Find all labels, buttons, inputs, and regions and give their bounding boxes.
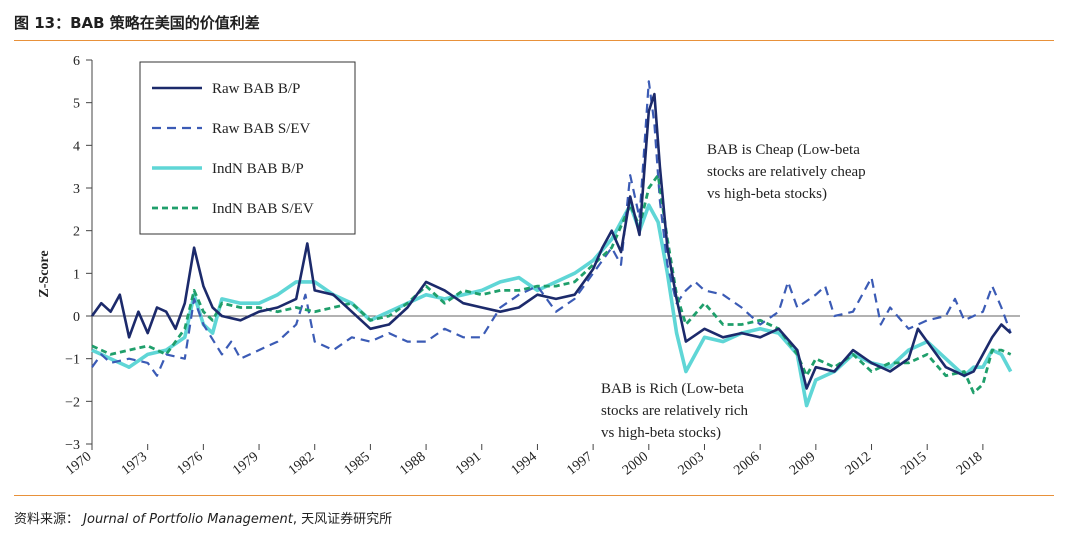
x-tick-label: 1985 [342, 449, 373, 478]
y-tick-label: −2 [65, 395, 80, 410]
x-tick-label: 1982 [286, 449, 317, 478]
annotation-line: vs high-beta stocks) [601, 425, 721, 441]
series-lines [90, 80, 1013, 408]
x-tick-label: 2012 [843, 449, 874, 478]
annotation-line: BAB is Cheap (Low-beta [707, 142, 860, 158]
x-tick-label: 1991 [453, 449, 484, 478]
x-axis-ticks: 1970 1973 1976 1979 1982 1985 1988 1991 1994 1997… [63, 444, 985, 478]
legend-label: Raw BAB B/P [212, 81, 300, 97]
source-note: 资料来源： Journal of Portfolio Management, 天… [14, 508, 392, 527]
annotation-line: stocks are relatively rich [601, 403, 749, 419]
series-line-raw-bab-b-p [90, 92, 1012, 390]
annotation-line: BAB is Rich (Low-beta [601, 381, 744, 397]
annotation-line: stocks are relatively cheap [707, 164, 866, 180]
top-divider [14, 40, 1054, 41]
x-tick-label: 1994 [509, 449, 540, 478]
y-axis-label: Z-Score [37, 250, 52, 297]
y-tick-label: −1 [65, 353, 80, 368]
y-tick-label: 6 [73, 54, 80, 69]
x-tick-label: 1976 [175, 449, 206, 478]
source-org: 天风证券研究所 [301, 512, 393, 527]
y-axis-ticks: −3 −2 −1 0 1 2 3 4 5 6 [65, 54, 92, 453]
legend-label: Raw BAB S/EV [212, 121, 311, 137]
x-tick-label: 2018 [954, 449, 985, 478]
x-tick-label: 1997 [564, 449, 595, 478]
y-tick-label: 5 [73, 97, 80, 112]
y-tick-label: 4 [73, 139, 80, 154]
x-tick-label: 2000 [620, 449, 651, 478]
legend-label: IndN BAB B/P [212, 161, 304, 177]
x-tick-label: 1988 [397, 449, 428, 478]
y-tick-label: 2 [73, 225, 80, 240]
source-journal: Journal of Portfolio Management [83, 512, 293, 527]
x-tick-label: 1973 [119, 449, 150, 478]
figure-title: 图 13：BAB 策略在美国的价值利差 [14, 14, 260, 32]
x-tick-label: 2015 [898, 449, 929, 478]
y-tick-label: 0 [73, 310, 80, 325]
y-tick-label: 1 [73, 267, 80, 282]
legend-box [139, 61, 356, 235]
series-line-raw-bab-s-ev [91, 80, 1012, 377]
x-tick-label: 2009 [787, 449, 818, 478]
annotation-line: vs high-beta stocks) [707, 186, 827, 202]
x-tick-label: 1979 [230, 449, 261, 478]
legend: Raw BAB B/P Raw BAB S/EV IndN BAB B/P IndN … [139, 61, 356, 235]
x-tick-label: 2006 [731, 449, 762, 478]
series-line-indn-bab-s-ev [91, 173, 1012, 395]
source-label: 资料来源： [14, 512, 80, 527]
y-tick-label: −3 [65, 438, 80, 453]
x-tick-label: 1970 [63, 449, 94, 478]
legend-label: IndN BAB S/EV [212, 201, 314, 217]
source-separator: , [292, 512, 302, 527]
bottom-divider [14, 495, 1054, 496]
y-tick-label: 3 [73, 182, 80, 197]
annotations: BAB is Cheap (Low-beta stocks are relativ… [601, 142, 866, 441]
x-tick-label: 2003 [676, 449, 707, 478]
